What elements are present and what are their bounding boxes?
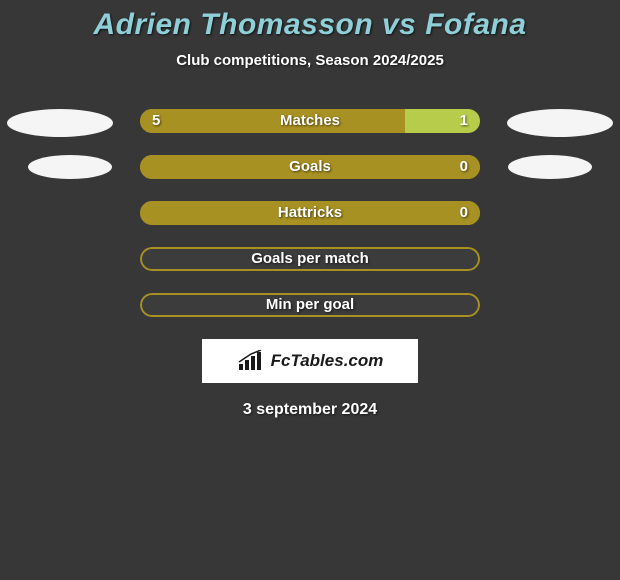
value-left: 5 [152, 109, 160, 133]
subtitle: Club competitions, Season 2024/2025 [0, 52, 620, 69]
value-right: 0 [460, 201, 468, 225]
bar-track: Hattricks 0 [140, 201, 480, 225]
comparison-chart: 5 Matches 1 Goals 0 Hattricks 0 [0, 109, 620, 317]
brand-badge: FcTables.com [202, 339, 418, 383]
value-right: 0 [460, 155, 468, 179]
stat-row: Goals per match [0, 247, 620, 271]
bar-border [140, 293, 480, 317]
brand-text: FcTables.com [271, 351, 384, 371]
value-right: 1 [460, 109, 468, 133]
avatar-left [28, 155, 112, 179]
bar-track: Goals per match [140, 247, 480, 271]
bar-track: Min per goal [140, 293, 480, 317]
stat-row: Goals 0 [0, 155, 620, 179]
stat-row: Hattricks 0 [0, 201, 620, 225]
bar-chart-icon [237, 350, 265, 372]
avatar-left [7, 109, 113, 137]
stat-label: Min per goal [140, 293, 480, 317]
date-text: 3 september 2024 [0, 401, 620, 419]
bar-track: Goals 0 [140, 155, 480, 179]
bar-segment-left [140, 109, 405, 133]
stat-row: Min per goal [0, 293, 620, 317]
bar-border [140, 247, 480, 271]
page-title: Adrien Thomasson vs Fofana [0, 0, 620, 42]
bar-segment-left [140, 155, 480, 179]
bar-segment-right [405, 109, 480, 133]
stat-row: 5 Matches 1 [0, 109, 620, 133]
avatar-right [507, 109, 613, 137]
bar-segment-left [140, 201, 480, 225]
stat-label: Goals per match [140, 247, 480, 271]
avatar-right [508, 155, 592, 179]
bar-track: 5 Matches 1 [140, 109, 480, 133]
